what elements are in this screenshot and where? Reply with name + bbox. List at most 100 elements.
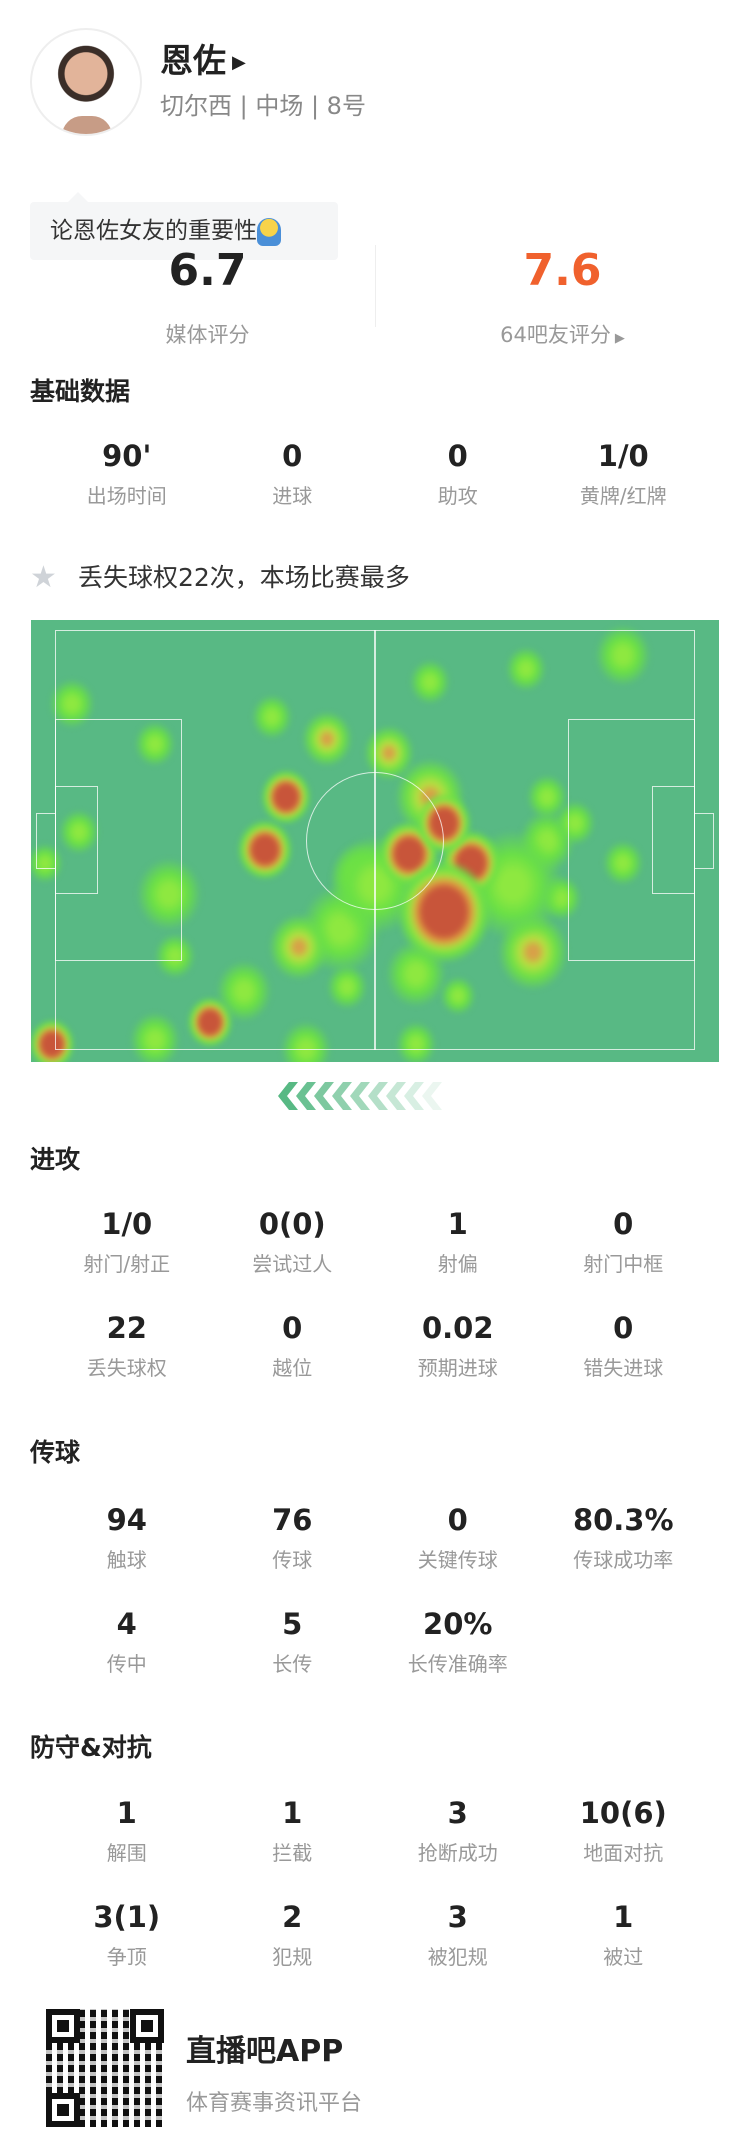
stat-label: 预期进球 [417, 1356, 498, 1380]
defense-stat: 3 被犯规 [375, 1897, 541, 2001]
defense-stat: 1 被过 [541, 1897, 707, 2001]
stat-label: 黄牌/红牌 [579, 484, 667, 508]
heatmap-blob [602, 841, 643, 886]
stat-value: 2 [282, 1900, 303, 1934]
chevron-left-icon [350, 1082, 370, 1110]
qr-code [46, 2009, 164, 2127]
passing-stat: 80.3% 传球成功率 [541, 1500, 707, 1604]
right-goal [694, 813, 714, 869]
heatmap-blob [301, 711, 352, 767]
stat-value: 80.3% [572, 1503, 674, 1537]
attack-stat: 1 射偏 [375, 1204, 541, 1308]
attack-stat: 22 丢失球权 [44, 1308, 210, 1412]
stat-value: 1/0 [101, 1207, 153, 1241]
stat-label: 争顶 [106, 1945, 147, 1969]
stat-value: 5 [282, 1607, 303, 1641]
defense-section-title: 防守&对抗 [30, 1733, 152, 1762]
player-avatar[interactable] [30, 28, 142, 136]
stat-label: 错失进球 [583, 1356, 664, 1380]
stat-label: 长传准确率 [407, 1652, 508, 1676]
stat-value: 3(1) [93, 1900, 161, 1934]
star-icon: ★ [30, 560, 57, 595]
basic-stat: 1/0 黄牌/红牌 [541, 436, 707, 540]
stat-value: 1 [116, 1796, 137, 1830]
media-rating: 6.7 媒体评分 [20, 243, 395, 349]
stat-label: 被犯规 [427, 1945, 488, 1969]
chevron-left-icon [296, 1082, 316, 1110]
fan-rating[interactable]: 7.6 64吧友评分 ▶ [375, 243, 750, 349]
player-name: 恩佐 [160, 41, 226, 80]
passing-stat: 20% 长传准确率 [375, 1604, 541, 1708]
stat-label: 丢失球权 [86, 1356, 167, 1380]
app-tagline: 体育赛事资讯平台 [186, 2091, 363, 2116]
stat-value: 0 [447, 439, 468, 473]
heatmap-blob [251, 695, 292, 740]
stat-value: 1 [282, 1796, 303, 1830]
praying-emoji-icon [257, 217, 281, 246]
highlight-text: 丢失球权22次，本场比赛最多 [78, 563, 410, 592]
stat-label: 解围 [106, 1841, 147, 1865]
player-meta: 切尔西 | 中场 | 8号 [160, 92, 366, 120]
rating-divider [375, 245, 376, 327]
basic-section-title: 基础数据 [30, 377, 131, 406]
attack-stat: 1/0 射门/射正 [44, 1204, 210, 1308]
stat-value: 0.02 [421, 1311, 494, 1345]
stat-label: 长传 [272, 1652, 313, 1676]
passing-section-title: 传球 [30, 1438, 81, 1467]
stat-label: 传中 [106, 1652, 147, 1676]
stat-value: 90' [102, 439, 152, 473]
media-rating-label: 媒体评分 [165, 323, 250, 347]
heatmap-blob [187, 997, 233, 1047]
stat-label: 地面对抗 [583, 1841, 664, 1865]
chevron-left-icon [332, 1082, 352, 1110]
stat-value: 0 [613, 1311, 634, 1345]
comment-text: 论恩佐女友的重要性 [50, 218, 257, 244]
stat-label: 射门/射正 [83, 1252, 171, 1276]
heatmap-pitch [31, 620, 719, 1062]
defense-stat: 3 抢断成功 [375, 1793, 541, 1897]
stat-label: 关键传球 [417, 1548, 498, 1572]
chevron-left-icon [314, 1082, 334, 1110]
defense-stat: 2 犯规 [210, 1897, 376, 2001]
attack-stat: 0(0) 尝试过人 [210, 1204, 376, 1308]
attack-stat: 0 越位 [210, 1308, 376, 1412]
fan-rating-label: 64吧友评分 [500, 323, 611, 347]
stat-label: 出场时间 [86, 484, 167, 508]
stat-value: 76 [272, 1503, 313, 1537]
passing-stat: 94 触球 [44, 1500, 210, 1604]
triangle-right-icon: ▶ [614, 331, 625, 346]
stat-label: 传球成功率 [573, 1548, 674, 1572]
stat-value: 3 [447, 1796, 468, 1830]
stat-value: 10(6) [579, 1796, 667, 1830]
heatmap-blob [396, 1022, 437, 1062]
stat-label: 抢断成功 [417, 1841, 498, 1865]
basic-stats: 90' 出场时间 0 进球 0 助攻 1/0 黄牌/红牌 [0, 436, 750, 540]
attack-section-title: 进攻 [30, 1145, 81, 1174]
left-goal [36, 813, 56, 869]
chevron-left-icon [404, 1082, 424, 1110]
chevron-left-icon [368, 1082, 388, 1110]
heatmap-blob [595, 625, 651, 686]
heatmap-blob [260, 769, 311, 825]
fan-rating-value: 7.6 [523, 245, 602, 296]
stat-value: 1 [447, 1207, 468, 1241]
heatmap-blob [410, 659, 451, 704]
stat-value: 0 [447, 1503, 468, 1537]
stat-label: 射偏 [437, 1252, 478, 1276]
basic-stat: 0 进球 [210, 436, 376, 540]
stat-label: 传球 [272, 1548, 313, 1572]
defense-stat: 1 解围 [44, 1793, 210, 1897]
right-goal-box [652, 786, 695, 894]
player-name-link[interactable]: 恩佐 ▶ [160, 34, 246, 82]
stat-label: 触球 [106, 1548, 147, 1572]
heatmap-blob [134, 721, 175, 766]
chevron-left-icon [422, 1082, 442, 1110]
passing-stat: 0 关键传球 [375, 1500, 541, 1604]
stat-value: 3 [447, 1900, 468, 1934]
comment-bubble[interactable]: 论恩佐女友的重要性 [30, 192, 338, 260]
heatmap-blob [281, 1021, 332, 1062]
attack-stat: 0.02 预期进球 [375, 1308, 541, 1412]
defense-stat: 1 拦截 [210, 1793, 376, 1897]
app-name: 直播吧APP [186, 2034, 344, 2069]
heatmap-blob [129, 1012, 180, 1062]
